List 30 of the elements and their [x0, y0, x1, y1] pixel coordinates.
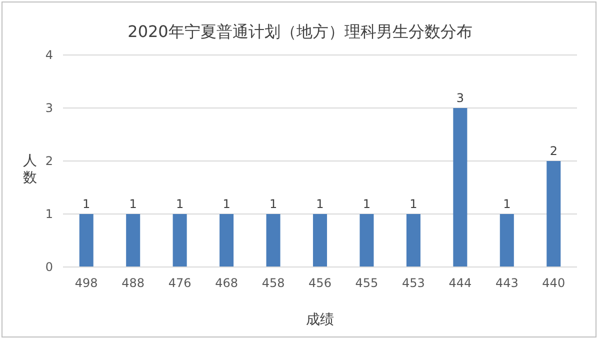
data-label: 1: [362, 197, 371, 211]
data-label: 1: [503, 197, 511, 211]
data-label: 1: [176, 197, 184, 211]
x-tick-label: 488: [122, 276, 145, 290]
data-label: 1: [129, 197, 137, 211]
data-label: 1: [316, 197, 324, 211]
x-axis-title: 成绩: [306, 312, 334, 328]
x-tick-label: 498: [74, 276, 98, 290]
y-tick-label: 1: [45, 207, 53, 221]
x-tick-label: 458: [262, 276, 285, 290]
x-tick-label: 444: [448, 276, 472, 290]
data-label: 2: [550, 144, 558, 158]
y-tick-label: 0: [45, 260, 53, 274]
y-tick-label: 3: [45, 101, 53, 115]
y-tick-label: 4: [45, 48, 53, 62]
x-tick-label: 468: [215, 276, 238, 290]
x-tick-label: 456: [308, 276, 332, 290]
data-label: 1: [222, 197, 230, 211]
x-tick-label: 440: [542, 276, 566, 290]
data-label: 1: [410, 197, 418, 211]
x-tick-label: 476: [168, 276, 192, 290]
data-label: 3: [456, 91, 464, 105]
x-tick-label: 455: [355, 276, 378, 290]
x-tick-label: 453: [402, 276, 425, 290]
data-label: 1: [269, 197, 278, 211]
y-axis-title: 人数: [23, 153, 37, 186]
x-tick-label: 443: [495, 276, 518, 290]
data-label: 1: [82, 197, 90, 211]
y-tick-label: 2: [45, 154, 53, 168]
chart-title: 2020年宁夏普通计划（地方）理科男生分数分布: [128, 22, 472, 41]
